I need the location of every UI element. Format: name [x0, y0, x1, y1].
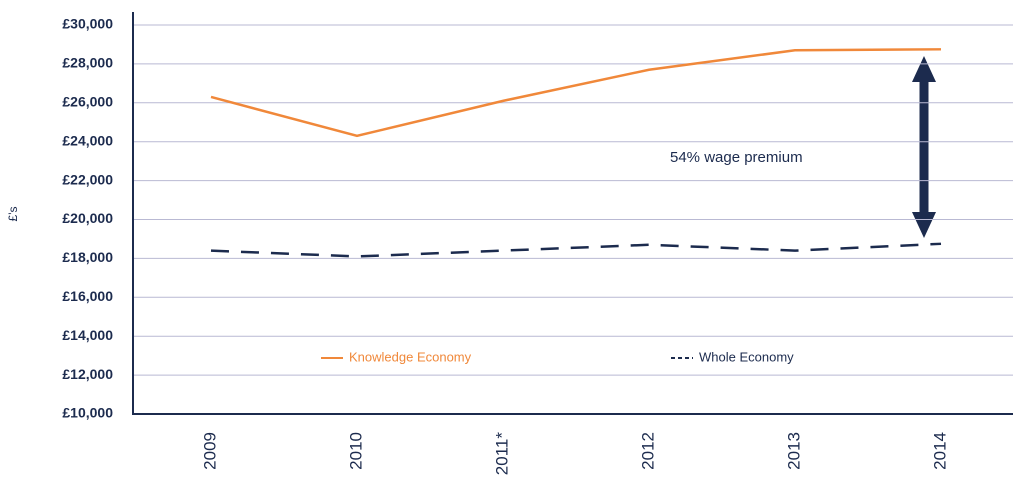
y-tick-label: £12,000 — [62, 366, 113, 382]
arrow-head — [912, 212, 936, 238]
y-tick-label: £14,000 — [62, 327, 113, 343]
series-line — [210, 242, 942, 258]
y-axis-label: £'s — [6, 207, 20, 222]
y-tick-label: £22,000 — [62, 171, 113, 187]
x-tick-label: 2013 — [784, 432, 803, 470]
y-tick-label: £16,000 — [62, 288, 113, 304]
x-tick-label: 2012 — [638, 432, 657, 470]
y-tick-label: £18,000 — [62, 249, 113, 265]
x-tick-label: 2009 — [200, 432, 219, 470]
annotation: 54% wage premium — [670, 149, 803, 166]
legend-label: Whole Economy — [699, 349, 794, 364]
legend-label: Knowledge Economy — [349, 349, 472, 364]
y-tick-label: £20,000 — [62, 210, 113, 226]
x-tick-label: 2011* — [492, 432, 511, 476]
premium-arrow — [912, 56, 936, 238]
arrow-head — [912, 56, 936, 82]
x-tick-label: 2010 — [346, 432, 365, 470]
y-tick-label: £30,000 — [62, 16, 113, 32]
y-tick-label: £10,000 — [62, 405, 113, 421]
series-line — [210, 48, 942, 138]
y-tick-label: £28,000 — [62, 55, 113, 71]
x-tick-label: 2014 — [930, 432, 949, 470]
y-tick-label: £24,000 — [62, 132, 113, 148]
y-tick-label: £26,000 — [62, 94, 113, 110]
